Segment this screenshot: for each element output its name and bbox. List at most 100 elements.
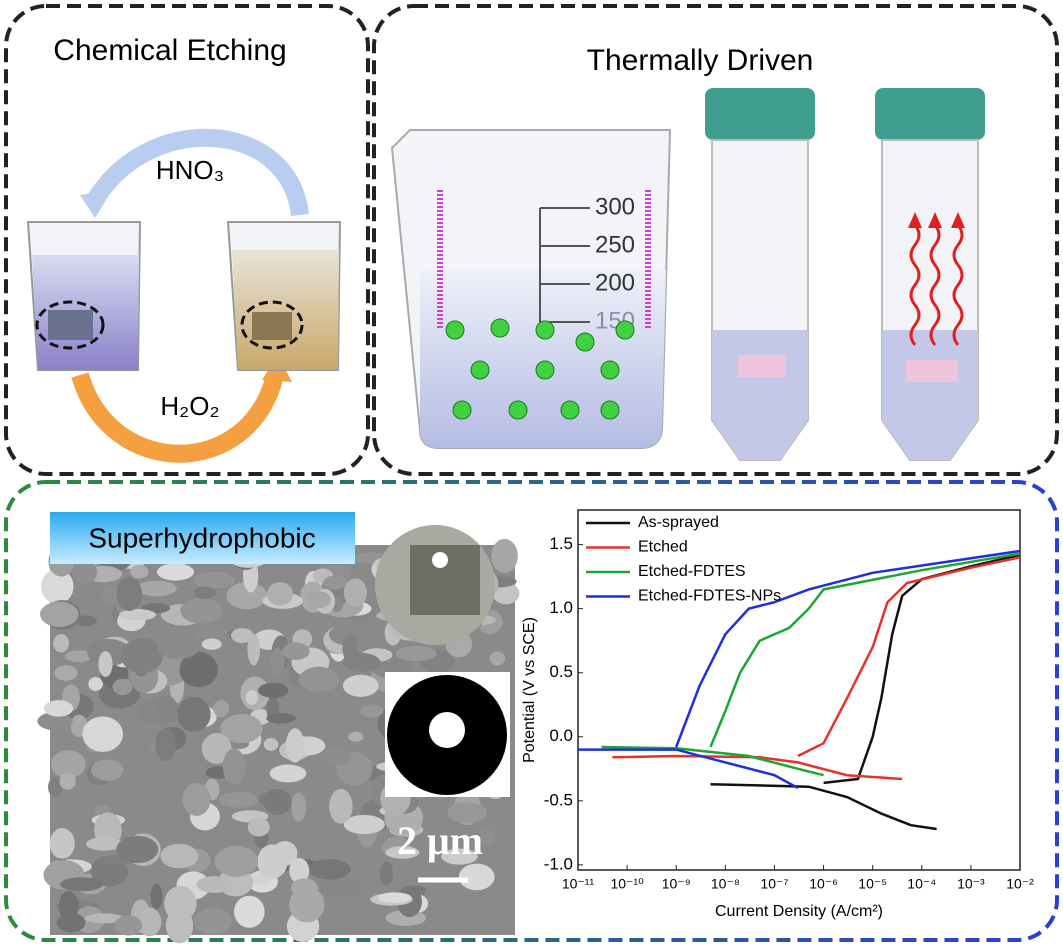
panel-title: Thermally Driven xyxy=(587,44,814,77)
grain xyxy=(479,828,495,847)
grain xyxy=(201,733,232,764)
arrow xyxy=(71,372,284,463)
grain xyxy=(343,814,385,835)
beaker-mark: 200 xyxy=(595,269,635,296)
particle xyxy=(452,400,472,420)
grain xyxy=(257,844,288,879)
grain xyxy=(75,615,97,627)
beaker xyxy=(26,221,142,371)
grain xyxy=(114,915,143,936)
particle xyxy=(535,320,555,340)
grain xyxy=(64,650,93,663)
x-tick-label: 10⁻⁵ xyxy=(858,876,887,892)
grain xyxy=(155,728,176,762)
grain xyxy=(85,837,123,851)
droplet-highlight xyxy=(429,712,465,748)
chart: 10⁻¹¹ 10⁻¹⁰ 10⁻⁹ 10⁻⁸ 10⁻⁷ 10⁻⁶ 10⁻⁵ 10⁻⁴ 10⁻³ 10… xyxy=(521,509,1034,920)
grain xyxy=(319,877,362,897)
particle xyxy=(600,400,620,420)
grain xyxy=(201,638,222,650)
grain xyxy=(222,748,246,785)
grain xyxy=(245,690,258,706)
grain xyxy=(73,560,98,584)
series-line xyxy=(612,556,1021,781)
grain xyxy=(48,776,63,798)
grain xyxy=(180,597,222,624)
particle xyxy=(470,360,490,380)
grain xyxy=(285,728,305,763)
grain xyxy=(53,633,70,653)
grain xyxy=(136,580,177,597)
panel-title: Chemical Etching xyxy=(53,34,286,67)
grain xyxy=(266,713,296,724)
x-axis-label: Current Density (A/cm²) xyxy=(715,903,883,920)
grain xyxy=(214,845,259,877)
tube xyxy=(875,88,985,461)
grain xyxy=(323,575,347,590)
reagent-label: HNO₃ xyxy=(156,155,224,185)
grain xyxy=(291,792,307,822)
y-tick-label: 0.5 xyxy=(549,662,573,681)
grain xyxy=(220,713,263,744)
grain xyxy=(41,568,74,605)
scale-bar-label: 2 μm xyxy=(397,818,483,863)
x-tick-label: 10⁻¹¹ xyxy=(562,876,595,892)
grain xyxy=(289,857,310,884)
grain xyxy=(193,572,236,589)
grain xyxy=(379,861,393,886)
grain xyxy=(213,700,230,718)
grain xyxy=(441,848,478,865)
x-tick-label: 10⁻³ xyxy=(957,876,985,892)
particle xyxy=(490,318,510,338)
grain xyxy=(489,651,506,666)
x-tick-label: 10⁻⁷ xyxy=(760,876,788,892)
grain xyxy=(226,582,268,610)
grain xyxy=(54,665,78,681)
particle xyxy=(615,320,635,340)
particle xyxy=(508,400,528,420)
label-band xyxy=(50,512,355,564)
beaker-mark: 250 xyxy=(595,231,635,258)
grain xyxy=(385,846,420,859)
panel-label: Superhydrophobic xyxy=(88,522,315,553)
grain xyxy=(247,633,261,666)
grain xyxy=(87,639,131,666)
y-tick-label: 1.0 xyxy=(549,598,573,617)
grain xyxy=(447,802,488,823)
grain xyxy=(43,700,74,717)
grain xyxy=(458,863,495,891)
legend-label: Etched-FDTES xyxy=(638,563,746,580)
y-tick-label: -1.0 xyxy=(544,854,573,873)
panel-frame xyxy=(4,480,1059,942)
grain xyxy=(37,712,73,731)
grain xyxy=(266,561,283,589)
grain xyxy=(49,828,75,859)
beaker xyxy=(226,221,342,371)
particle xyxy=(600,360,620,380)
sem-texture xyxy=(37,533,520,944)
grain xyxy=(88,677,103,691)
x-tick-label: 10⁻⁴ xyxy=(907,876,936,892)
grain xyxy=(270,647,285,676)
grain xyxy=(329,788,353,824)
grain xyxy=(377,892,412,904)
grain xyxy=(348,731,364,742)
y-tick-label: -0.5 xyxy=(544,790,573,809)
grain xyxy=(395,645,437,662)
grain xyxy=(269,764,307,783)
y-tick-label: 1.5 xyxy=(549,534,573,553)
grain xyxy=(343,578,367,607)
grain xyxy=(165,907,194,944)
grain xyxy=(306,591,331,609)
grain xyxy=(84,913,125,924)
arrow-head xyxy=(80,190,112,218)
y-axis-label: Potential (V vs SCE) xyxy=(521,617,538,763)
grain xyxy=(40,601,79,627)
grain xyxy=(247,817,270,837)
particle xyxy=(560,400,580,420)
grain xyxy=(308,859,351,880)
grain xyxy=(263,788,292,816)
grain xyxy=(323,748,351,766)
grain xyxy=(116,577,143,611)
